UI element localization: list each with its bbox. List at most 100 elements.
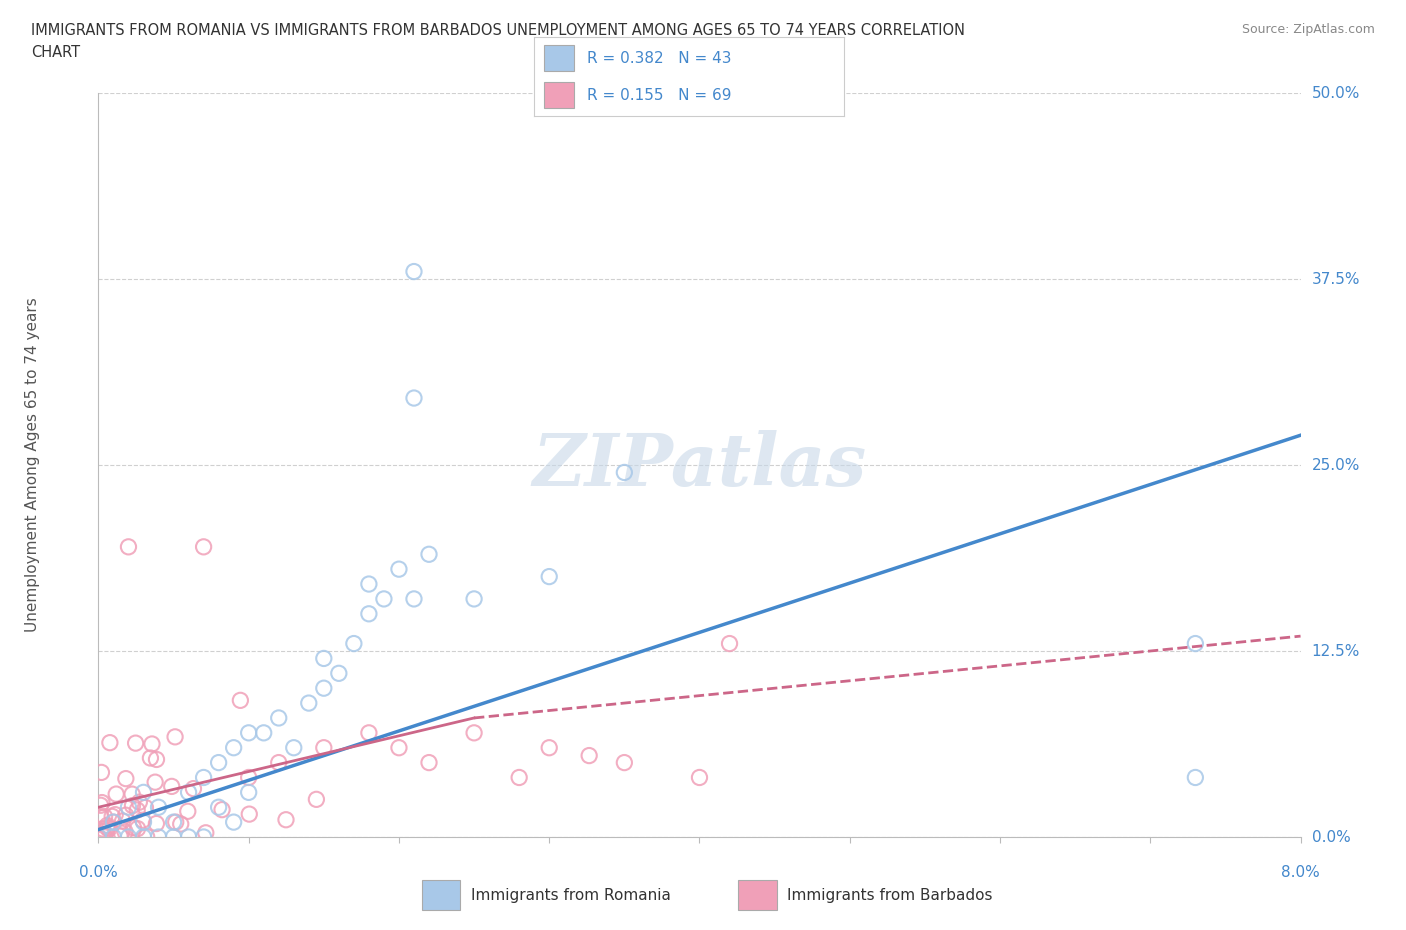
Point bbox=[115, 771, 138, 786]
Point bbox=[134, 800, 156, 815]
Point bbox=[145, 752, 167, 767]
Point bbox=[162, 815, 184, 830]
Point bbox=[328, 666, 350, 681]
Point bbox=[613, 465, 636, 480]
Text: 0.0%: 0.0% bbox=[79, 865, 118, 880]
Point bbox=[122, 820, 145, 835]
Point bbox=[165, 729, 187, 744]
Point bbox=[108, 829, 131, 844]
FancyBboxPatch shape bbox=[738, 881, 778, 910]
Point bbox=[160, 779, 183, 794]
Text: Immigrants from Barbados: Immigrants from Barbados bbox=[787, 887, 993, 903]
Point bbox=[139, 751, 162, 765]
Point bbox=[177, 804, 200, 818]
Text: 8.0%: 8.0% bbox=[1281, 865, 1320, 880]
Point bbox=[93, 809, 115, 824]
Point bbox=[267, 755, 290, 770]
Point bbox=[121, 798, 143, 813]
Point bbox=[90, 765, 112, 780]
Point bbox=[229, 693, 252, 708]
Point bbox=[162, 830, 184, 844]
Point bbox=[208, 800, 231, 815]
Point bbox=[1184, 770, 1206, 785]
Text: Unemployment Among Ages 65 to 74 years: Unemployment Among Ages 65 to 74 years bbox=[25, 298, 39, 632]
Point bbox=[208, 755, 231, 770]
Text: 50.0%: 50.0% bbox=[1312, 86, 1360, 100]
Text: 25.0%: 25.0% bbox=[1312, 458, 1360, 472]
Point bbox=[127, 821, 149, 836]
Point bbox=[402, 264, 425, 279]
Point bbox=[193, 539, 215, 554]
Point bbox=[90, 798, 112, 813]
Point bbox=[165, 815, 187, 830]
Point bbox=[132, 813, 155, 828]
Point bbox=[238, 725, 260, 740]
Point bbox=[267, 711, 290, 725]
Point bbox=[538, 569, 561, 584]
Text: R = 0.382   N = 43: R = 0.382 N = 43 bbox=[586, 50, 731, 66]
Point bbox=[117, 539, 139, 554]
Point bbox=[170, 817, 193, 831]
Point bbox=[128, 795, 150, 810]
Point bbox=[718, 636, 741, 651]
Point bbox=[114, 825, 136, 840]
Point bbox=[132, 830, 155, 844]
Point bbox=[613, 755, 636, 770]
Point bbox=[90, 809, 112, 824]
Point bbox=[103, 830, 125, 844]
Point bbox=[132, 815, 155, 830]
Point bbox=[177, 830, 200, 844]
Point bbox=[91, 821, 114, 836]
Text: ZIPatlas: ZIPatlas bbox=[533, 430, 866, 500]
Point bbox=[357, 725, 380, 740]
Point bbox=[388, 740, 411, 755]
Point bbox=[373, 591, 395, 606]
Point bbox=[193, 830, 215, 844]
FancyBboxPatch shape bbox=[422, 881, 461, 910]
Point bbox=[104, 807, 127, 822]
Point bbox=[103, 815, 125, 830]
Point bbox=[124, 736, 146, 751]
Point bbox=[222, 740, 245, 755]
Point bbox=[148, 830, 170, 844]
Point bbox=[238, 770, 260, 785]
Point bbox=[91, 827, 114, 842]
Point bbox=[402, 391, 425, 405]
Point bbox=[98, 821, 121, 836]
Point bbox=[91, 795, 114, 810]
Point bbox=[96, 820, 118, 835]
Point bbox=[463, 725, 485, 740]
Point bbox=[538, 740, 561, 755]
Point bbox=[101, 809, 124, 824]
Point bbox=[193, 770, 215, 785]
Point bbox=[143, 775, 166, 790]
Point bbox=[105, 787, 128, 802]
Text: R = 0.155   N = 69: R = 0.155 N = 69 bbox=[586, 87, 731, 103]
Point bbox=[98, 736, 121, 751]
Point bbox=[148, 800, 170, 815]
Point bbox=[93, 830, 115, 844]
Point bbox=[357, 577, 380, 591]
Point bbox=[114, 808, 136, 823]
Point bbox=[388, 562, 411, 577]
Text: 37.5%: 37.5% bbox=[1312, 272, 1360, 286]
Point bbox=[132, 785, 155, 800]
Point bbox=[298, 696, 321, 711]
Point bbox=[135, 830, 157, 844]
Point bbox=[96, 817, 118, 832]
Point bbox=[357, 606, 380, 621]
Point bbox=[402, 591, 425, 606]
Point bbox=[127, 803, 149, 817]
Point bbox=[343, 636, 366, 651]
Point bbox=[222, 815, 245, 830]
Point bbox=[253, 725, 276, 740]
Point bbox=[305, 792, 328, 807]
Point bbox=[121, 787, 143, 802]
Text: IMMIGRANTS FROM ROMANIA VS IMMIGRANTS FROM BARBADOS UNEMPLOYMENT AMONG AGES 65 T: IMMIGRANTS FROM ROMANIA VS IMMIGRANTS FR… bbox=[31, 23, 965, 38]
Point bbox=[283, 740, 305, 755]
Point bbox=[145, 817, 167, 831]
Point bbox=[117, 800, 139, 815]
Point bbox=[111, 814, 134, 829]
Point bbox=[211, 803, 233, 817]
Point bbox=[418, 755, 440, 770]
